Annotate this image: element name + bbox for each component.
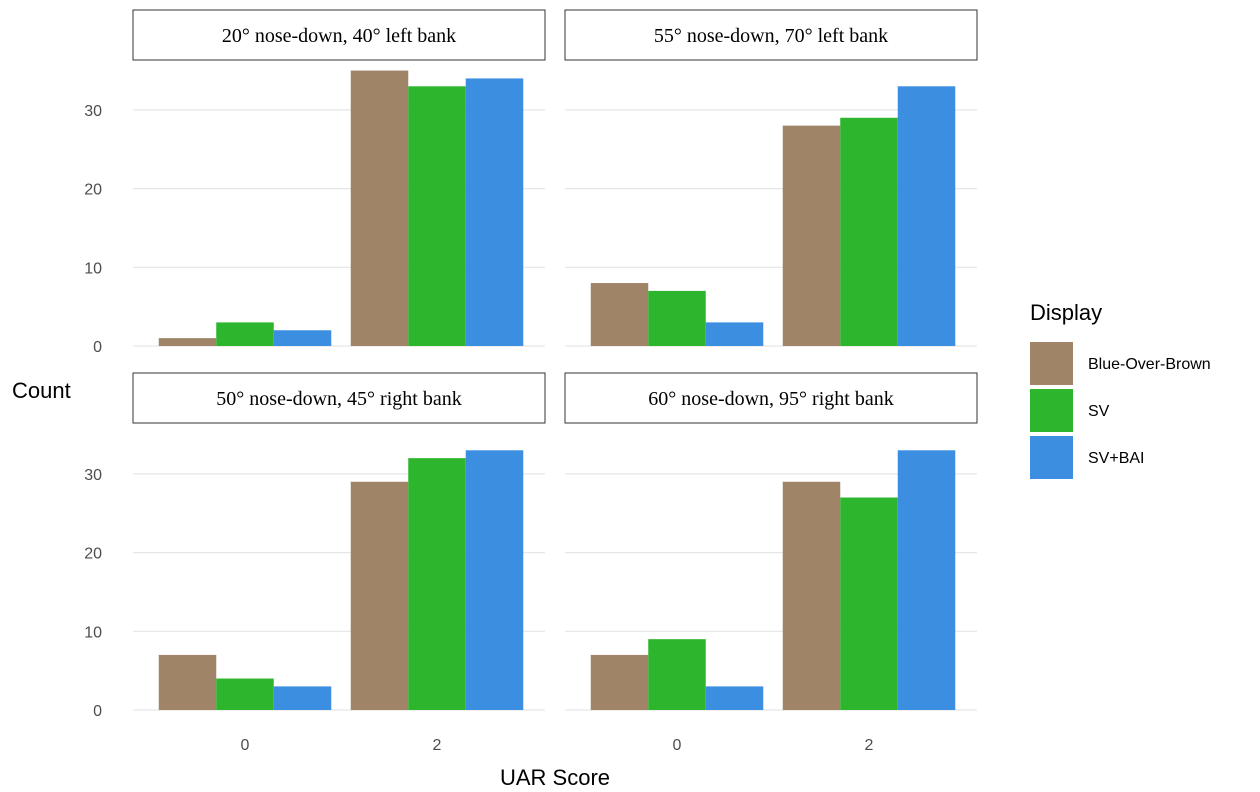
facet-title: 50° nose-down, 45° right bank xyxy=(216,388,461,410)
bar xyxy=(273,686,332,710)
bar xyxy=(705,686,764,710)
panel: 60° nose-down, 95° right bank 0 2 xyxy=(564,372,978,754)
bar xyxy=(705,322,764,346)
bar xyxy=(350,70,409,347)
bar xyxy=(590,283,649,346)
bar xyxy=(840,117,898,347)
legend-swatch xyxy=(1030,389,1073,432)
bar xyxy=(648,639,706,710)
bar xyxy=(782,125,841,346)
y-tick-label: 20 xyxy=(84,182,102,199)
facet-title: 20° nose-down, 40° left bank xyxy=(222,25,456,47)
panel: 55° nose-down, 70° left bank xyxy=(564,9,978,347)
bar xyxy=(648,290,706,346)
bar xyxy=(897,450,956,710)
x-tick-label: 0 xyxy=(241,737,250,754)
bar xyxy=(350,481,409,710)
y-tick-label: 0 xyxy=(93,339,102,356)
panel: 50° nose-down, 45° right bank 0 10 20 30 0 2 xyxy=(84,372,546,754)
y-tick-label: 20 xyxy=(84,546,102,563)
legend-label: SV+BAI xyxy=(1088,450,1144,467)
legend-item: SV+BAI xyxy=(1030,436,1144,479)
facet-strip xyxy=(564,372,978,424)
facet-title: 55° nose-down, 70° left bank xyxy=(654,25,888,47)
facet-strip xyxy=(564,9,978,61)
bar xyxy=(158,338,217,346)
facet-strip xyxy=(132,372,546,424)
x-axis-title: UAR Score xyxy=(500,765,610,790)
legend-label: SV xyxy=(1088,403,1110,420)
legend-item: Blue-Over-Brown xyxy=(1030,342,1211,385)
bar xyxy=(782,481,841,710)
bar xyxy=(216,322,274,346)
x-tick-label: 2 xyxy=(865,737,874,754)
bar xyxy=(273,330,332,346)
legend-swatch xyxy=(1030,436,1073,479)
y-tick-label: 30 xyxy=(84,103,102,120)
y-tick-label: 0 xyxy=(93,703,102,720)
bar xyxy=(465,450,524,710)
bar xyxy=(216,678,274,710)
x-tick-label: 0 xyxy=(673,737,682,754)
legend: Display Blue-Over-Brown SV SV+BAI xyxy=(1030,300,1211,479)
bar xyxy=(158,654,217,710)
facet-strip xyxy=(132,9,546,61)
y-tick-label: 10 xyxy=(84,624,102,641)
legend-items: Blue-Over-Brown SV SV+BAI xyxy=(1030,342,1211,479)
y-tick-label: 10 xyxy=(84,260,102,277)
legend-swatch xyxy=(1030,342,1073,385)
y-axis-title: Count xyxy=(12,378,71,403)
bar xyxy=(408,458,466,710)
bar xyxy=(897,86,956,346)
panel: 20° nose-down, 40° left bank 0 10 20 30 xyxy=(84,9,546,356)
x-tick-label: 2 xyxy=(433,737,442,754)
y-tick-label: 30 xyxy=(84,467,102,484)
bar xyxy=(465,78,524,347)
legend-item: SV xyxy=(1030,389,1110,432)
legend-label: Blue-Over-Brown xyxy=(1088,356,1211,373)
bar xyxy=(408,86,466,346)
bar xyxy=(590,654,649,710)
bar xyxy=(840,497,898,710)
facet-title: 60° nose-down, 95° right bank xyxy=(648,388,893,410)
legend-title: Display xyxy=(1030,300,1102,325)
